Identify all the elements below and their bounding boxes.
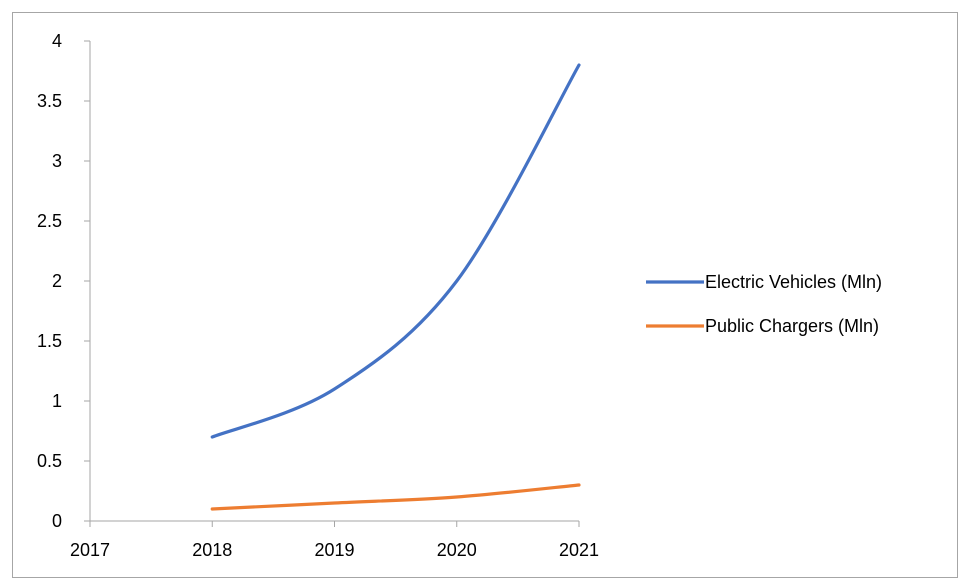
x-ticks: 2017 2018 2019 2020 2021 [70, 521, 599, 560]
legend-label: Electric Vehicles (Mln) [705, 272, 882, 292]
y-tick-label: 4 [52, 31, 62, 51]
legend: Electric Vehicles (Mln) Public Chargers (… [646, 272, 882, 336]
y-tick-label: 2 [52, 271, 62, 291]
y-ticks: 0 0.5 1 1.5 2 2.5 3 3.5 4 [37, 31, 90, 531]
legend-label: Public Chargers (Mln) [705, 316, 879, 336]
series-line-electric-vehicles [210, 63, 581, 439]
x-tick-label: 2018 [192, 540, 232, 560]
y-tick-label: 2.5 [37, 211, 62, 231]
x-tick-label: 2017 [70, 540, 110, 560]
x-tick-label: 2021 [559, 540, 599, 560]
y-tick-label: 3 [52, 151, 62, 171]
chart-frame [12, 12, 958, 578]
y-tick-label: 3.5 [37, 91, 62, 111]
y-tick-label: 0 [52, 511, 62, 531]
y-tick-label: 1.5 [37, 331, 62, 351]
y-tick-label: 0.5 [37, 451, 62, 471]
axes [89, 41, 579, 522]
series-lines [210, 63, 581, 511]
x-tick-label: 2020 [437, 540, 477, 560]
y-tick-label: 1 [52, 391, 62, 411]
x-tick-label: 2019 [314, 540, 354, 560]
series-line-public-chargers [210, 483, 581, 511]
